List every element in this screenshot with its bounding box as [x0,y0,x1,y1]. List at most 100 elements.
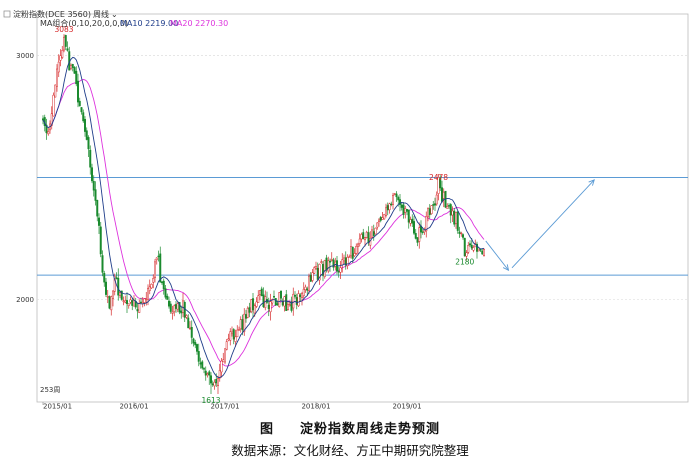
candle [148,279,151,295]
candle [297,290,300,307]
candle [462,233,464,240]
candle [59,49,62,67]
candle-body [122,300,125,302]
x-tick-label: 2018/01 [301,403,330,411]
candle [91,163,93,184]
candle-body [138,303,141,313]
candle-body [155,257,158,261]
y-tick-label: 2000 [16,296,34,304]
candle-body [94,189,97,201]
candle-body [78,100,81,107]
legend-toggle-box[interactable] [3,10,11,18]
candle-body [411,218,414,224]
candle-body [215,379,218,384]
candle-body [246,307,249,318]
candle-body [106,296,109,298]
candle-body [385,207,387,216]
candle [435,191,438,206]
candle-body [250,299,253,313]
candle-body [439,178,442,189]
candle-body [414,233,417,239]
candle [388,202,391,214]
candle [155,257,158,265]
candle-body [442,191,445,199]
candle [80,107,83,115]
candle [225,338,228,351]
candle-body [393,193,396,195]
candle [329,258,331,272]
candle-body [120,290,123,300]
candle-body [129,299,132,303]
candle [318,263,321,285]
candle-body [477,248,480,252]
candle [304,284,307,293]
candle-body [52,94,55,117]
candle [75,66,78,87]
candle [203,367,205,374]
candle [85,127,88,141]
candle-body [325,257,328,271]
candle-body [353,253,356,257]
candle [308,273,310,295]
candle [126,292,128,313]
candle-body [257,295,260,303]
candle [217,375,219,395]
candle-body [252,298,254,311]
candle-body [176,303,179,310]
candle [234,329,237,347]
candle-body [397,197,400,201]
candle-body [105,281,107,295]
legend-ma-label: MA组合(0,10,20,0,0,0) [40,18,128,28]
candle-body [201,361,204,369]
candle-body [362,232,365,240]
candle-body [318,264,321,281]
candle [467,241,470,255]
candle-body [402,204,405,215]
candle-body [267,304,270,309]
candle [315,261,317,270]
plot-frame [36,13,689,403]
candle-body [343,257,345,262]
legend-period[interactable]: 周线 [93,9,109,19]
candle-body [404,208,407,213]
candle-body [136,309,139,312]
chevron-down-icon[interactable]: ⌄ [111,10,118,19]
candle-body [211,383,214,386]
candle [64,34,67,51]
candle-body [196,344,198,352]
candle-body [294,294,296,297]
candle [346,254,349,270]
candle-body [399,199,401,205]
candle [456,211,459,234]
candle [187,314,190,329]
legend-ma10: MA10 2219.00 [120,19,178,28]
candle-body [456,211,459,231]
candle [112,290,114,307]
candle-body [421,231,424,233]
candle [204,366,207,381]
candle-body [435,194,438,205]
candle-body [89,149,92,168]
candle [103,270,106,287]
candle [52,92,55,117]
candle [446,203,449,209]
candle-body [364,237,366,241]
candle-body [159,253,162,283]
candle-body [278,292,281,307]
candle-body [143,298,146,303]
candle [392,192,394,210]
candle [108,295,111,310]
candle [250,298,253,314]
candle-body [348,256,351,258]
candle-body [379,216,382,221]
candle-body [260,288,263,296]
candle-body [341,259,344,266]
candle-body [381,217,384,220]
candle [294,291,296,299]
candle-body [166,295,169,300]
candle-body [236,329,239,338]
candle [260,286,263,297]
candle-body [168,300,170,307]
candle [220,358,223,378]
candle-body [315,266,317,269]
